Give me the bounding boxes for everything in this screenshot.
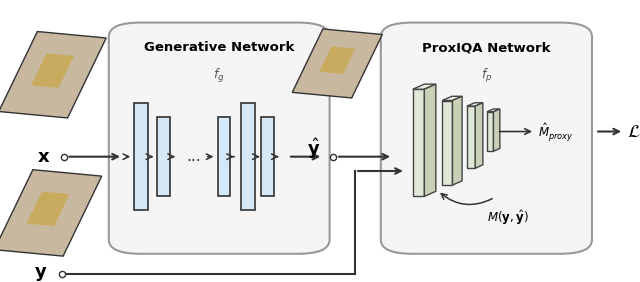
Polygon shape (467, 103, 483, 106)
Text: $f_p$: $f_p$ (481, 67, 492, 85)
Polygon shape (31, 53, 74, 88)
Text: $\mathcal{L}$: $\mathcal{L}$ (627, 122, 640, 140)
Polygon shape (493, 109, 500, 151)
Text: $\hat{\mathbf{y}}$: $\hat{\mathbf{y}}$ (307, 136, 320, 160)
Polygon shape (487, 109, 500, 112)
Bar (134, 103, 148, 210)
Text: $\mathbf{y}$: $\mathbf{y}$ (34, 265, 47, 282)
Text: ProxIQA Network: ProxIQA Network (422, 41, 550, 54)
Polygon shape (424, 84, 436, 196)
Polygon shape (26, 191, 70, 226)
Text: $\hat{M}_{proxy}$: $\hat{M}_{proxy}$ (538, 120, 574, 142)
FancyBboxPatch shape (109, 23, 330, 254)
Bar (261, 117, 274, 196)
FancyBboxPatch shape (381, 23, 592, 254)
Polygon shape (292, 29, 382, 98)
Polygon shape (475, 103, 483, 168)
Polygon shape (413, 84, 436, 89)
Bar (218, 117, 230, 196)
Polygon shape (319, 47, 355, 74)
Bar (442, 100, 452, 185)
Text: ...: ... (186, 149, 200, 164)
Bar (413, 89, 424, 196)
Text: $\mathbf{x}$: $\mathbf{x}$ (37, 148, 50, 166)
Polygon shape (452, 96, 462, 185)
Bar (487, 112, 493, 151)
Polygon shape (442, 96, 462, 100)
Polygon shape (0, 170, 102, 256)
Text: Generative Network: Generative Network (144, 41, 294, 54)
Bar (157, 117, 170, 196)
Polygon shape (0, 32, 106, 118)
Bar (241, 103, 255, 210)
Text: $f_g$: $f_g$ (213, 67, 225, 85)
Bar (467, 106, 475, 168)
Text: $M(\mathbf{y},\hat{\mathbf{y}})$: $M(\mathbf{y},\hat{\mathbf{y}})$ (486, 208, 529, 227)
